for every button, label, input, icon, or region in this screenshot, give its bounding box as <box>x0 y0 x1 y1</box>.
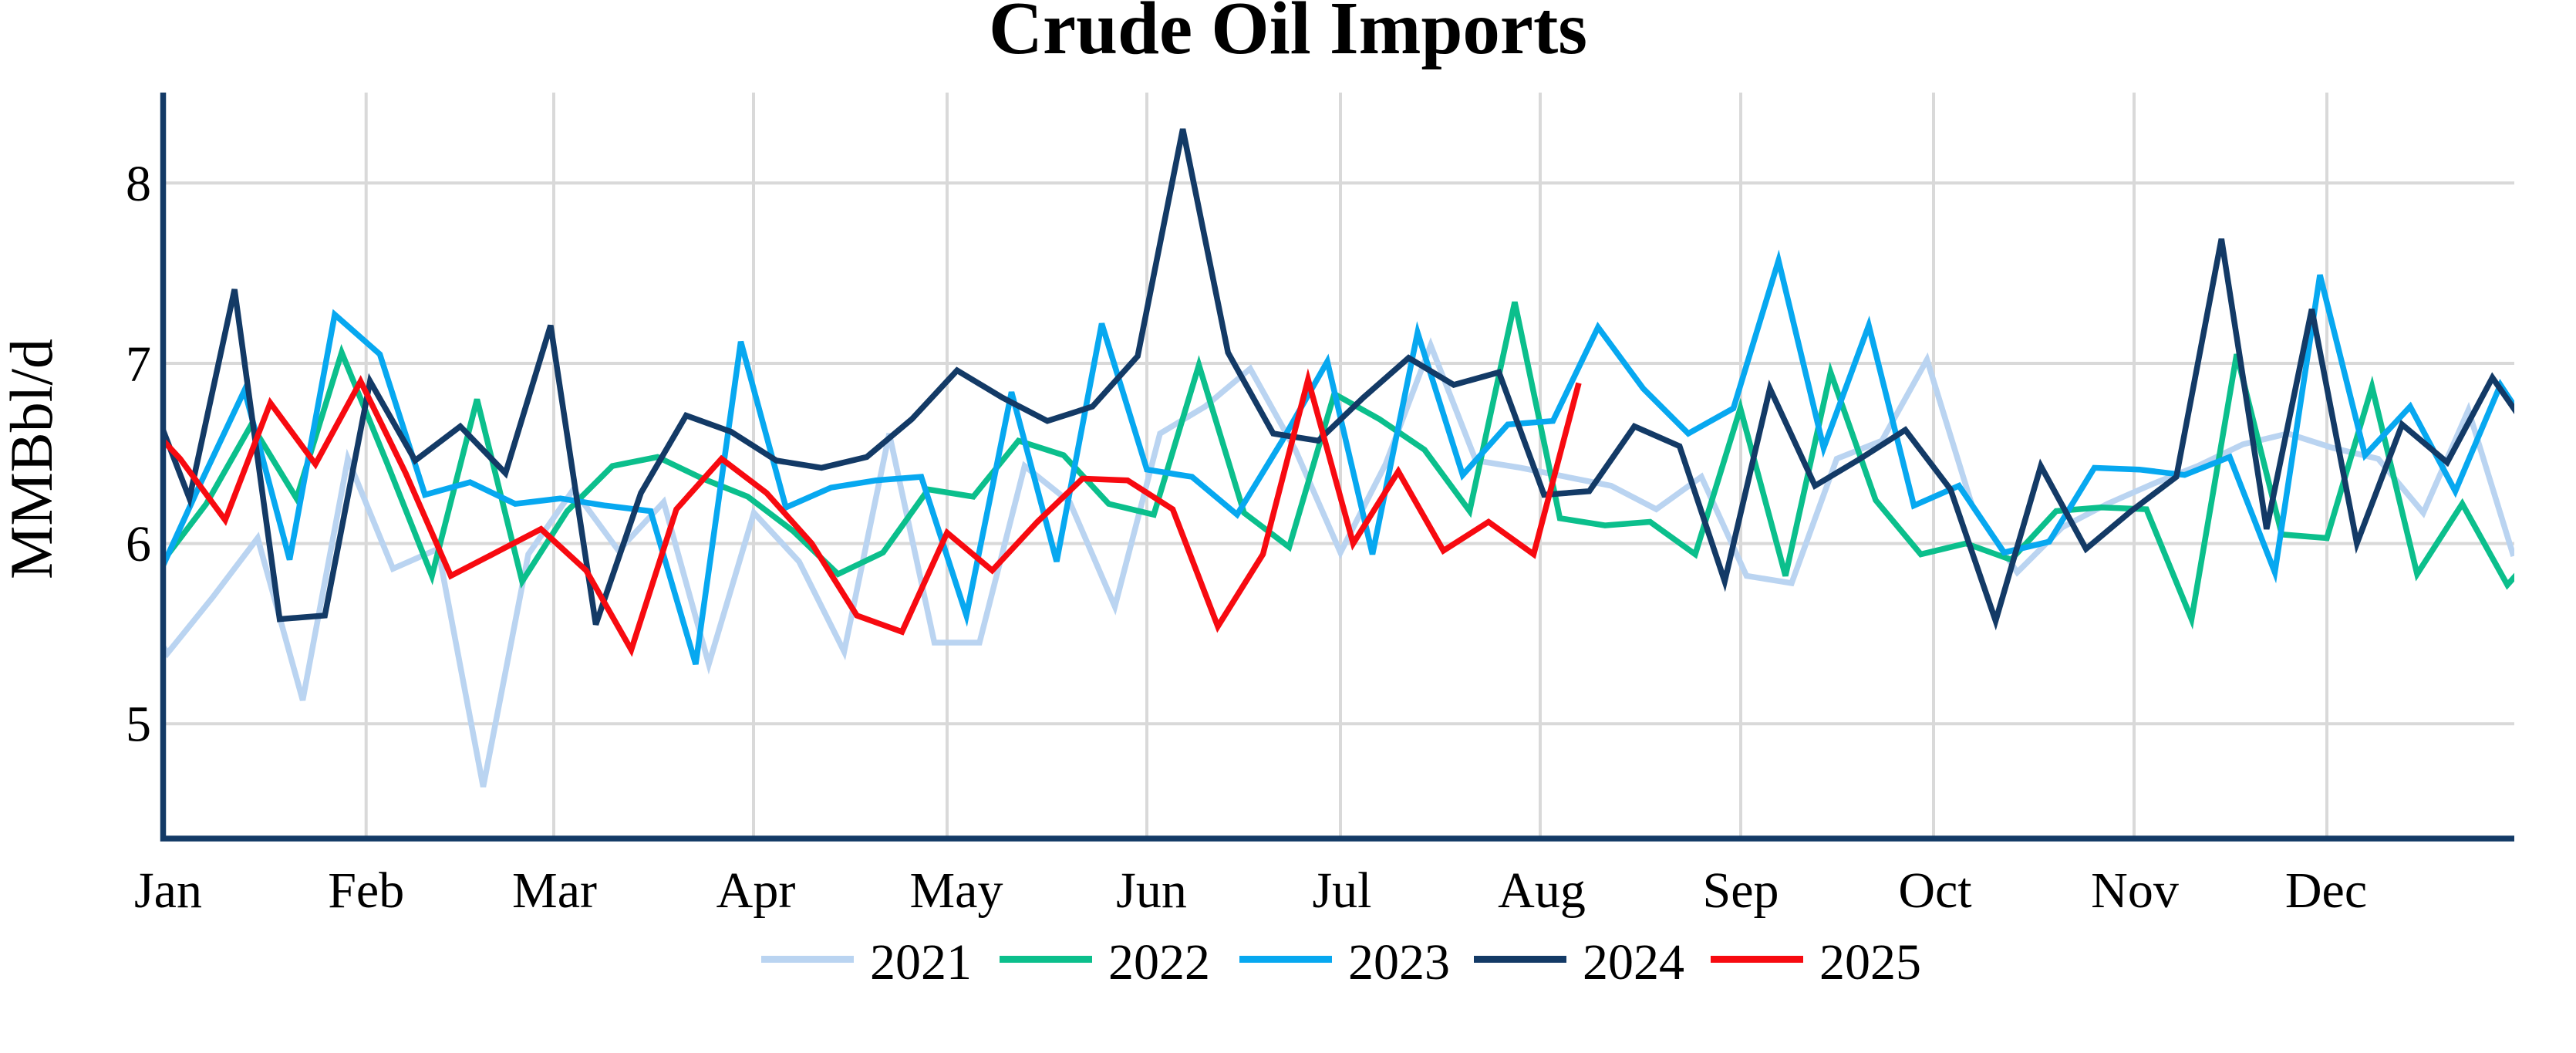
svg-text:Sep: Sep <box>1703 862 1779 919</box>
svg-text:Crude Oil Imports: Crude Oil Imports <box>989 0 1587 69</box>
svg-text:Jul: Jul <box>1312 862 1371 919</box>
svg-text:Mar: Mar <box>512 862 597 919</box>
svg-text:May: May <box>910 862 1003 919</box>
svg-text:2023: 2023 <box>1348 934 1450 991</box>
svg-text:8: 8 <box>126 156 151 212</box>
svg-text:Jan: Jan <box>134 862 202 919</box>
svg-text:7: 7 <box>126 336 151 393</box>
svg-text:5: 5 <box>126 697 151 753</box>
svg-text:Oct: Oct <box>1898 862 1971 919</box>
svg-text:2022: 2022 <box>1108 934 1210 991</box>
svg-text:Nov: Nov <box>2091 862 2179 919</box>
svg-text:Apr: Apr <box>716 862 796 919</box>
svg-text:Aug: Aug <box>1498 862 1586 919</box>
svg-text:Feb: Feb <box>328 862 404 919</box>
svg-text:MMBbl/d: MMBbl/d <box>0 339 65 579</box>
svg-text:2025: 2025 <box>1819 934 1921 991</box>
svg-text:Dec: Dec <box>2285 862 2367 919</box>
svg-text:2021: 2021 <box>870 934 972 991</box>
svg-text:Jun: Jun <box>1116 862 1187 919</box>
svg-text:2024: 2024 <box>1583 934 1684 991</box>
svg-text:6: 6 <box>126 516 151 572</box>
